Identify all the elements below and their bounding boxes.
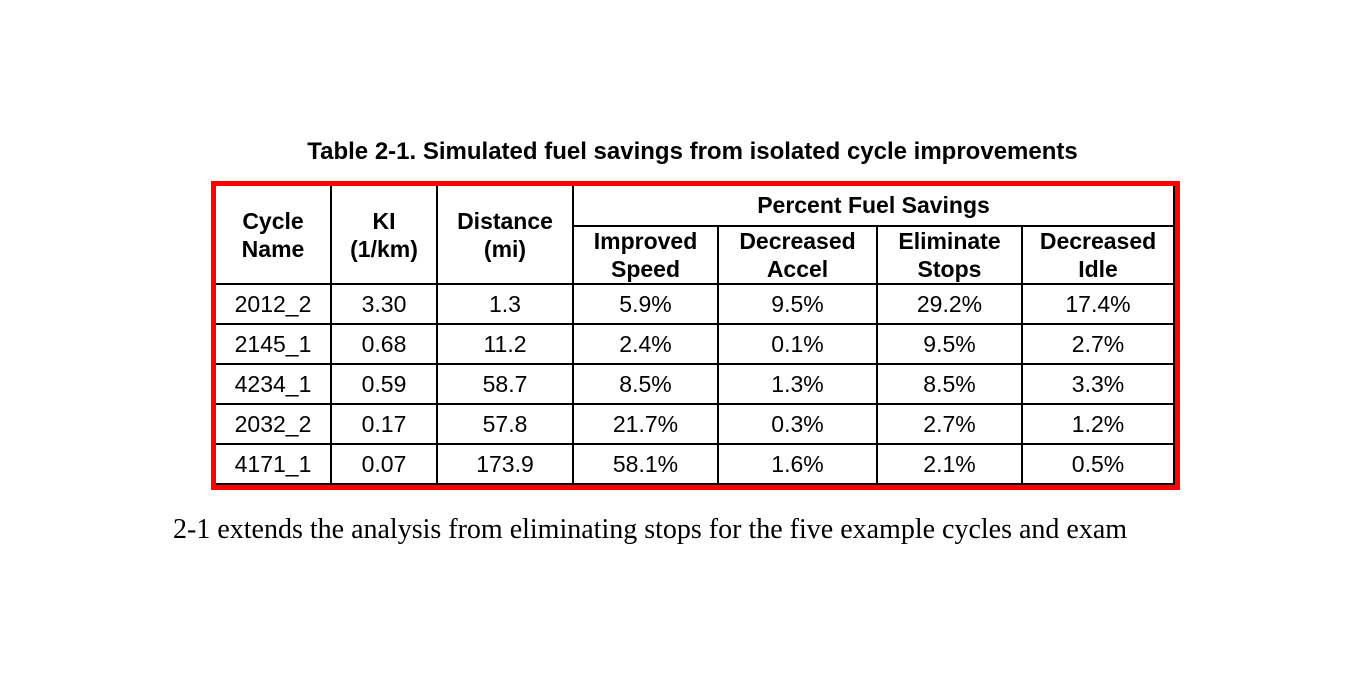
- cell-eliminate-stops: 9.5%: [876, 323, 1023, 366]
- table-row: 2145_1 0.68 11.2 2.4% 0.1% 9.5% 2.7%: [216, 323, 1176, 366]
- cell-decreased-idle: 0.5%: [1020, 443, 1176, 486]
- cell-decreased-idle: 3.3%: [1020, 363, 1176, 406]
- cell-cycle-name: 2145_1: [216, 323, 332, 366]
- column-header-ki: KI (1/km): [330, 186, 438, 286]
- cell-cycle-name: 2032_2: [216, 403, 332, 446]
- column-header-decreased-idle: Decreased Idle: [1020, 224, 1176, 286]
- column-header-decreased-accel: Decreased Accel: [717, 224, 878, 286]
- cell-decreased-accel: 1.3%: [717, 363, 878, 406]
- cell-decreased-idle: 2.7%: [1020, 323, 1176, 366]
- body-text: 2-1 extends the analysis from eliminatin…: [173, 514, 1128, 545]
- cell-ki: 0.59: [330, 363, 438, 406]
- table-row: 2012_2 3.30 1.3 5.9% 9.5% 29.2% 17.4%: [216, 283, 1176, 326]
- header-row-sub: Improved Speed Decreased Accel Eliminate…: [216, 224, 1176, 286]
- cell-improved-speed: 58.1%: [572, 443, 719, 486]
- cell-decreased-idle: 17.4%: [1020, 283, 1176, 326]
- cell-eliminate-stops: 29.2%: [876, 283, 1023, 326]
- column-header-eliminate-stops: Eliminate Stops: [876, 224, 1023, 286]
- cell-eliminate-stops: 2.7%: [876, 403, 1023, 446]
- cell-improved-speed: 21.7%: [572, 403, 719, 446]
- cell-eliminate-stops: 8.5%: [876, 363, 1023, 406]
- table-red-frame: Cycle Name KI (1/km) Distance (mi) Perce…: [211, 181, 1181, 491]
- column-header-cycle-name: Cycle Name: [216, 186, 332, 286]
- cell-improved-speed: 2.4%: [572, 323, 719, 366]
- table-row: 2032_2 0.17 57.8 21.7% 0.3% 2.7% 1.2%: [216, 403, 1176, 446]
- table-caption: Table 2-1. Simulated fuel savings from i…: [307, 138, 1078, 165]
- cell-decreased-accel: 0.3%: [717, 403, 878, 446]
- fuel-savings-table: Cycle Name KI (1/km) Distance (mi) Perce…: [216, 186, 1176, 486]
- cell-decreased-idle: 1.2%: [1020, 403, 1176, 446]
- column-header-improved-speed: Improved Speed: [572, 224, 719, 286]
- cell-distance: 11.2: [436, 323, 574, 366]
- cell-decreased-accel: 0.1%: [717, 323, 878, 366]
- cell-ki: 0.17: [330, 403, 438, 446]
- header-row-top: Cycle Name KI (1/km) Distance (mi) Perce…: [216, 186, 1176, 286]
- table-row: 4171_1 0.07 173.9 58.1% 1.6% 2.1% 0.5%: [216, 443, 1176, 486]
- cell-cycle-name: 2012_2: [216, 283, 332, 326]
- column-group-header-percent-fuel-savings: Percent Fuel Savings: [571, 186, 1176, 227]
- cell-eliminate-stops: 2.1%: [876, 443, 1023, 486]
- cell-ki: 0.68: [330, 323, 438, 366]
- table-row: 4234_1 0.59 58.7 8.5% 1.3% 8.5% 3.3%: [216, 363, 1176, 406]
- cell-cycle-name: 4234_1: [216, 363, 332, 406]
- cell-decreased-accel: 1.6%: [717, 443, 878, 486]
- cell-improved-speed: 8.5%: [572, 363, 719, 406]
- column-header-distance: Distance (mi): [436, 186, 574, 286]
- cell-distance: 173.9: [436, 443, 574, 486]
- cell-ki: 0.07: [330, 443, 438, 486]
- cell-ki: 3.30: [330, 283, 438, 326]
- cell-decreased-accel: 9.5%: [717, 283, 878, 326]
- cell-distance: 58.7: [436, 363, 574, 406]
- cell-improved-speed: 5.9%: [572, 283, 719, 326]
- cell-distance: 1.3: [436, 283, 574, 326]
- cell-cycle-name: 4171_1: [216, 443, 332, 486]
- cell-distance: 57.8: [436, 403, 574, 446]
